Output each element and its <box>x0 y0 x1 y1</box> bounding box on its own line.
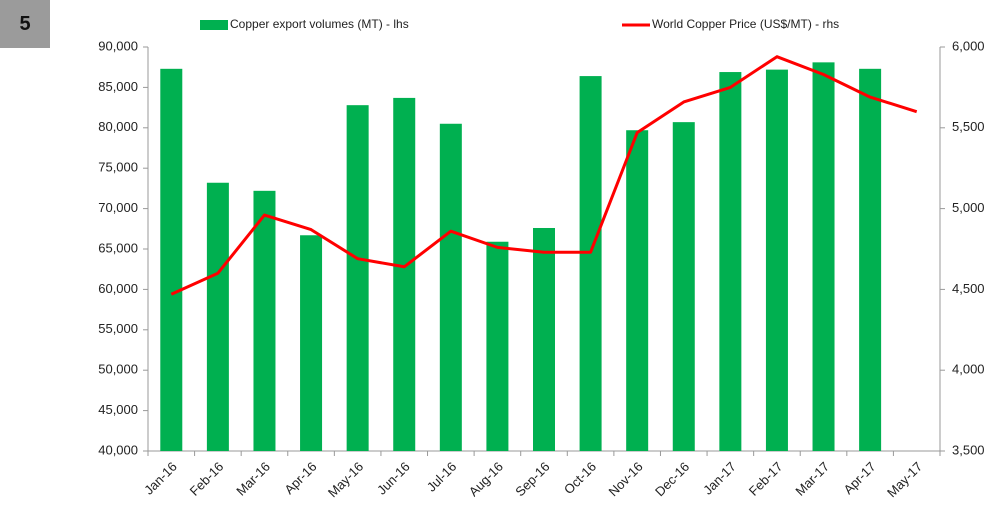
bar <box>719 72 742 451</box>
x-tick-label: Jan-16 <box>141 459 180 498</box>
x-tick-label: Feb-16 <box>187 459 227 499</box>
x-tick-label: Jul-16 <box>424 459 460 495</box>
y2-tick-label: 5,000 <box>952 200 985 215</box>
x-tick-label: Aug-16 <box>466 459 506 499</box>
x-tick-label: Oct-16 <box>561 459 599 497</box>
figure-badge: 5 <box>0 0 50 48</box>
bar <box>253 190 276 451</box>
bar <box>160 68 183 451</box>
bar <box>626 130 649 451</box>
y2-tick-label: 6,000 <box>952 38 985 53</box>
y2-tick-label: 5,500 <box>952 119 985 134</box>
x-tick-label: Feb-17 <box>746 459 786 499</box>
x-tick-label: Jan-17 <box>700 459 739 498</box>
y-tick-label: 70,000 <box>98 200 138 215</box>
x-tick-label: Nov-16 <box>605 459 645 499</box>
bar <box>439 123 462 451</box>
bar <box>393 97 416 452</box>
legend-label: World Copper Price (US$/MT) - rhs <box>652 17 839 31</box>
y-tick-label: 90,000 <box>98 38 138 53</box>
bar <box>672 122 695 452</box>
legend-label: Copper export volumes (MT) - lhs <box>230 17 409 31</box>
x-tick-label: Sep-16 <box>512 459 552 499</box>
bar <box>346 105 369 452</box>
y-tick-label: 85,000 <box>98 79 138 94</box>
x-tick-label: Jun-16 <box>374 459 413 498</box>
y2-tick-label: 3,500 <box>952 442 985 457</box>
bar <box>859 68 882 451</box>
y-tick-label: 55,000 <box>98 321 138 336</box>
x-tick-label: Mar-17 <box>792 459 832 499</box>
x-tick-label: Dec-16 <box>652 459 692 499</box>
x-tick-label: May-17 <box>884 459 925 500</box>
x-tick-label: May-16 <box>325 459 366 500</box>
bar <box>765 69 788 452</box>
y-tick-label: 60,000 <box>98 281 138 296</box>
y-tick-label: 65,000 <box>98 240 138 255</box>
x-tick-label: Mar-16 <box>233 459 273 499</box>
legend-swatch <box>200 20 228 30</box>
bar <box>300 235 323 451</box>
y2-tick-label: 4,000 <box>952 362 985 377</box>
price-line <box>170 55 918 296</box>
x-tick-label: Apr-17 <box>840 459 878 497</box>
x-tick-label: Apr-16 <box>281 459 319 497</box>
bar <box>812 62 835 452</box>
bar <box>486 241 509 451</box>
y-tick-label: 50,000 <box>98 362 138 377</box>
y-tick-label: 80,000 <box>98 119 138 134</box>
y-tick-label: 40,000 <box>98 442 138 457</box>
y-tick-label: 75,000 <box>98 160 138 175</box>
y-tick-label: 45,000 <box>98 402 138 417</box>
bar <box>579 76 602 451</box>
bar <box>533 227 555 451</box>
y2-tick-label: 4,500 <box>952 281 985 296</box>
bar <box>206 182 229 451</box>
